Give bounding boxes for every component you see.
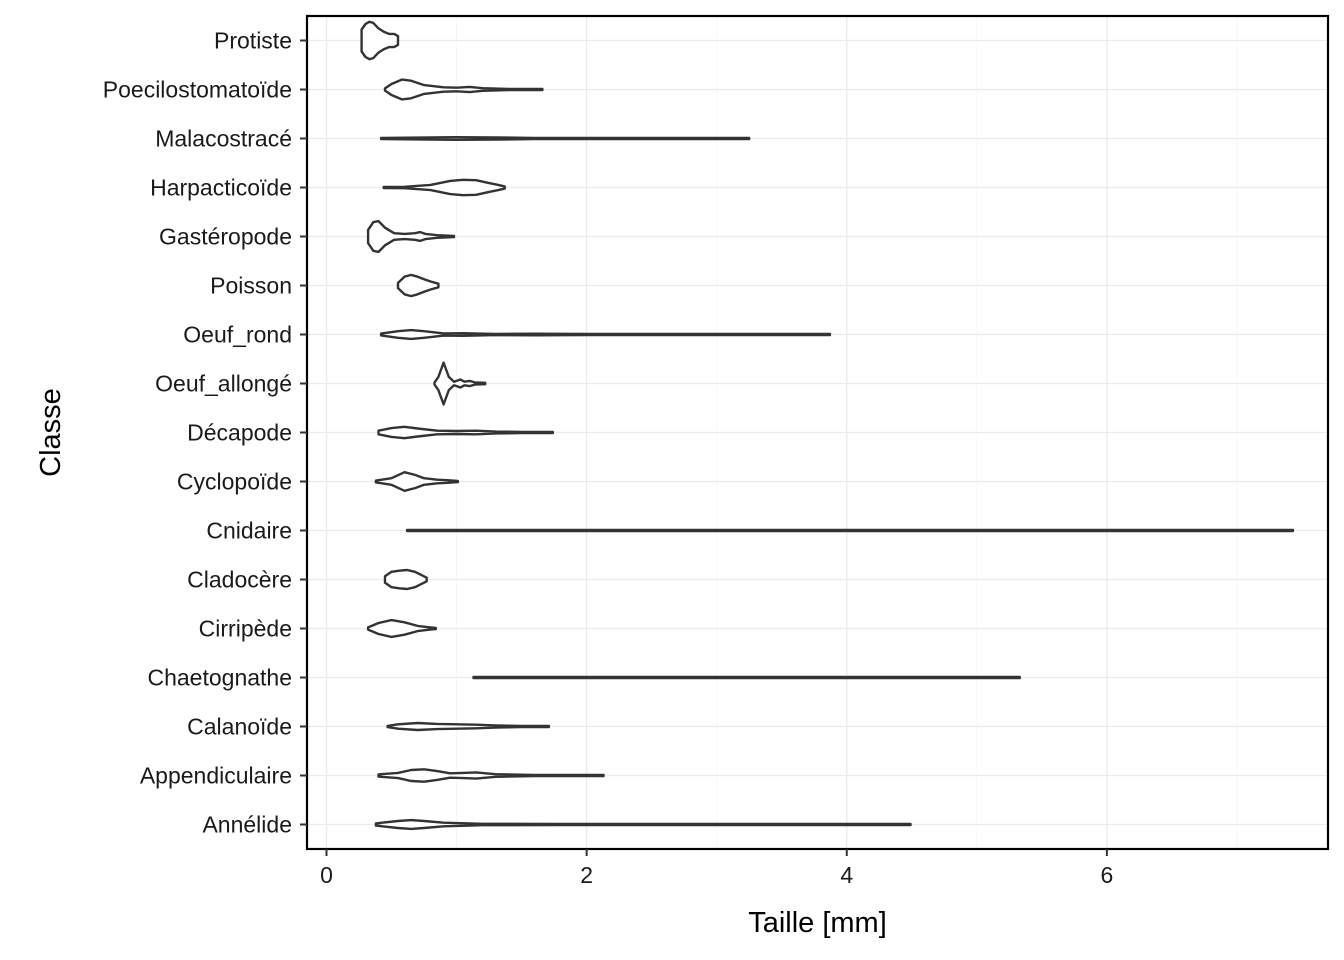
y-tick-label: Protiste <box>214 28 292 54</box>
violin-appendiculaire <box>377 768 605 783</box>
y-tick-label: Poecilostomatoïde <box>103 77 292 103</box>
y-tick-label: Cirripède <box>199 616 292 642</box>
y-tick-label: Appendiculaire <box>140 763 292 789</box>
y-tick-label: Décapode <box>187 420 292 446</box>
violin-calano-de <box>386 721 551 732</box>
x-tick-label: 4 <box>840 862 853 888</box>
y-tick-label: Cnidaire <box>206 518 292 544</box>
violin-poisson <box>396 273 440 298</box>
x-axis-title: Taille [mm] <box>748 907 887 939</box>
violin-gast-ropode <box>366 219 456 254</box>
y-tick-label: Oeuf_allongé <box>155 371 292 397</box>
y-tick-label: Harpacticoïde <box>150 175 292 201</box>
violin-protiste <box>360 20 400 61</box>
violin-cyclopo-de <box>374 471 460 492</box>
y-tick-label: Gastéropode <box>159 224 292 250</box>
violins <box>360 20 1295 831</box>
y-tick-label: Malacostracé <box>155 126 292 152</box>
violin-cnidaire <box>405 528 1295 533</box>
y-tick-label: Chaetognathe <box>147 665 292 691</box>
y-axis-title: Classe <box>35 388 67 477</box>
x-tick-label: 6 <box>1100 862 1113 888</box>
violin-chaetognathe <box>472 675 1021 680</box>
axes: 0 2 4 6 Protiste Poecilostomatoïde Malacostrac… <box>103 28 1114 889</box>
x-tick-label: 2 <box>580 862 593 888</box>
violin-oeuf-allong- <box>433 361 487 406</box>
violin-poecilostomato-de <box>383 78 544 101</box>
y-tick-label: Cladocère <box>187 567 292 593</box>
violin-cirrip-de <box>366 618 437 639</box>
violin-ann-lide <box>374 818 912 831</box>
violin-d-capode <box>377 425 554 440</box>
x-tick-label: 0 <box>320 862 333 888</box>
violin-malacostrac- <box>379 136 751 141</box>
y-tick-label: Cyclopoïde <box>177 469 292 495</box>
y-tick-label: Annélide <box>202 812 292 838</box>
violin-cladoc-re <box>383 568 428 591</box>
y-tick-label: Calanoïde <box>187 714 292 740</box>
y-tick-label: Oeuf_rond <box>183 322 292 348</box>
violin-harpactico-de <box>382 178 506 197</box>
y-tick-label: Poisson <box>210 273 292 299</box>
violin-oeuf-rond <box>379 328 832 341</box>
